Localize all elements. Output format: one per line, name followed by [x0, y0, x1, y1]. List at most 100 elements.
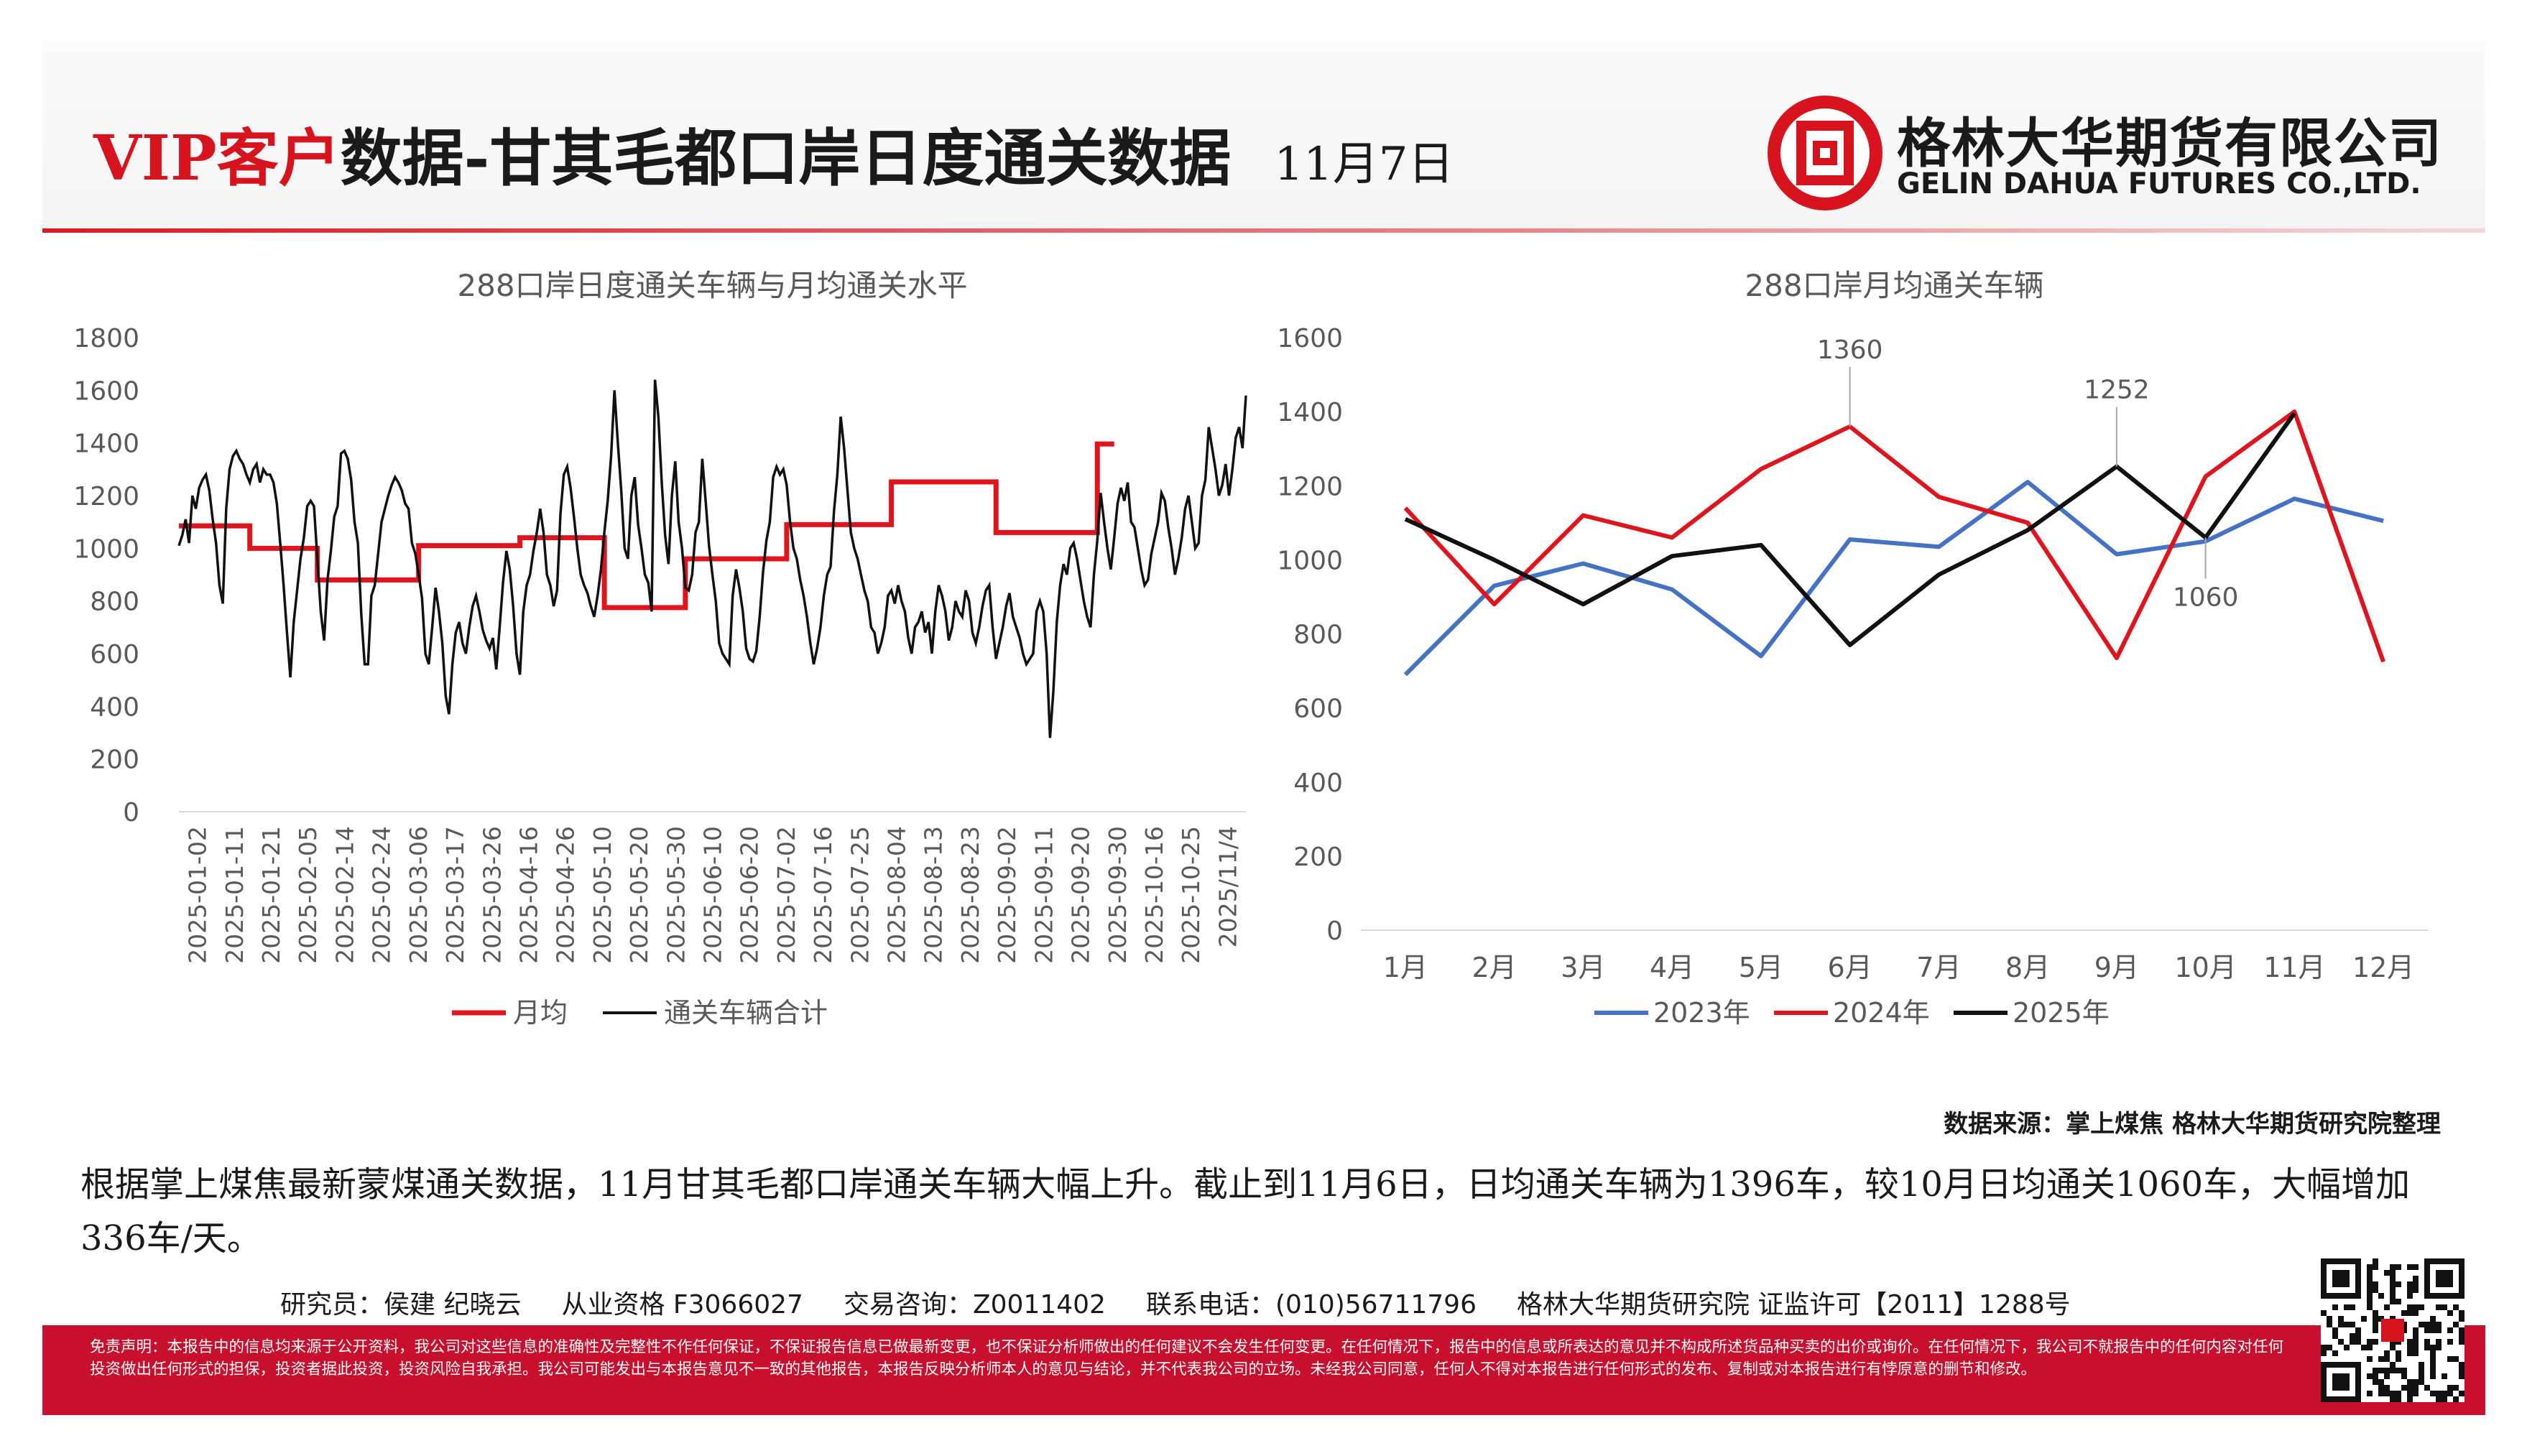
qr-module — [2447, 1310, 2453, 1316]
series-line-2023年 — [1403, 480, 2384, 677]
x-tick-label: 3月 — [1561, 952, 1605, 983]
y-tick-label: 0 — [1326, 917, 1343, 946]
qr-module — [2384, 1368, 2390, 1373]
x-tick-label: 2025-09-11 — [1030, 826, 1058, 964]
qr-module — [2332, 1333, 2338, 1339]
x-tick-label: 2025-03-26 — [478, 826, 506, 964]
consult-number: 交易咨询：Z0011402 — [843, 1290, 1106, 1320]
x-tick-label: 2025-05-20 — [625, 826, 653, 964]
qr-module — [2441, 1373, 2447, 1379]
x-tick-label: 2025-08-13 — [920, 826, 948, 964]
legend-label: 2023年 — [1653, 997, 1750, 1029]
qr-module — [2407, 1391, 2413, 1396]
qr-module — [2384, 1270, 2390, 1276]
qr-module — [2355, 1333, 2361, 1339]
x-tick-label: 2月 — [1472, 952, 1517, 983]
qr-module — [2390, 1368, 2396, 1373]
qr-module — [2441, 1396, 2447, 1402]
qr-module — [2378, 1385, 2384, 1391]
qr-module — [2419, 1362, 2424, 1368]
x-tick-label: 2025-01-11 — [221, 826, 249, 964]
qr-module — [2384, 1385, 2390, 1391]
source-note: 数据来源：掌上煤焦 格林大华期货研究院整理 — [1944, 1110, 2441, 1139]
y-tick-label: 1400 — [1277, 398, 1343, 427]
qr-module — [2436, 1391, 2441, 1396]
qr-module — [2453, 1322, 2459, 1327]
qr-module — [2401, 1310, 2407, 1316]
qr-module — [2430, 1350, 2436, 1356]
qr-module — [2350, 1339, 2355, 1345]
x-tick-label: 2025-07-25 — [846, 826, 874, 964]
qr-module — [2396, 1368, 2401, 1373]
qr-module — [2424, 1339, 2430, 1345]
x-tick-label: 1月 — [1383, 952, 1428, 983]
qr-module — [2367, 1345, 2373, 1350]
x-tick-label: 2025-06-20 — [736, 826, 764, 964]
x-tick-label: 11月 — [2263, 952, 2325, 983]
y-tick-label: 400 — [90, 692, 139, 722]
x-tick-label: 2025-02-24 — [368, 826, 396, 964]
qr-module — [2436, 1327, 2441, 1333]
qr-module — [2407, 1385, 2413, 1391]
x-tick-label: 2025-08-04 — [883, 826, 911, 964]
qr-module — [2373, 1373, 2378, 1379]
qr-module — [2378, 1293, 2384, 1299]
qr-module — [2441, 1391, 2447, 1396]
qr-module — [2332, 1350, 2338, 1356]
qr-module — [2436, 1339, 2441, 1345]
qr-module — [2367, 1281, 2373, 1287]
qr-module — [2396, 1299, 2401, 1304]
qr-module — [2459, 1362, 2464, 1368]
qr-module — [2441, 1304, 2447, 1310]
x-tick-label: 2025-10-16 — [1140, 826, 1168, 964]
qr-module — [2396, 1356, 2401, 1362]
x-tick-label: 2025-06-10 — [699, 826, 727, 964]
qr-module — [2396, 1281, 2401, 1287]
qr-module — [2453, 1396, 2459, 1402]
qr-module — [2367, 1293, 2373, 1299]
footer-bar — [42, 1325, 2485, 1415]
qr-module — [2350, 1333, 2355, 1339]
x-tick-label: 2025-02-14 — [331, 826, 359, 964]
qr-module — [2413, 1327, 2419, 1333]
qr-module — [2401, 1385, 2407, 1391]
qr-module — [2407, 1281, 2413, 1287]
qr-module — [2459, 1310, 2464, 1316]
qr-module — [2350, 1304, 2355, 1310]
qr-module — [2384, 1350, 2390, 1356]
qr-module — [2327, 1322, 2332, 1327]
series-line-2024年 — [1403, 409, 2385, 663]
byline: 研究员：侯建 纪晓云 从业资格 F3066027 交易咨询：Z0011402 联系电话… — [280, 1284, 2111, 1321]
qr-module — [2344, 1345, 2350, 1350]
qr-module — [2355, 1339, 2361, 1345]
qr-module — [2407, 1350, 2413, 1356]
x-tick-label: 2025-09-20 — [1067, 826, 1095, 964]
qr-module — [2447, 1327, 2453, 1333]
qr-module — [2373, 1310, 2378, 1316]
qr-module — [2424, 1327, 2430, 1333]
qr-module — [2447, 1385, 2453, 1391]
qr-module — [2419, 1379, 2424, 1385]
qr-module — [2413, 1281, 2419, 1287]
qr-module — [2447, 1391, 2453, 1396]
qr-module — [2430, 1316, 2436, 1322]
qr-module — [2367, 1356, 2373, 1362]
qr-center-logo — [2381, 1319, 2404, 1342]
qr-module — [2373, 1379, 2378, 1385]
qr-module — [2430, 1362, 2436, 1368]
researcher: 研究员：侯建 纪晓云 — [280, 1290, 522, 1320]
x-tick-label: 9月 — [2094, 952, 2139, 983]
qr-module — [2390, 1391, 2396, 1396]
qr-module — [2350, 1322, 2355, 1327]
qr-module — [2378, 1368, 2384, 1373]
qr-module — [2396, 1264, 2401, 1270]
x-tick-label: 8月 — [2005, 952, 2050, 983]
x-tick-label: 2025-01-02 — [184, 826, 212, 964]
qr-module — [2367, 1276, 2373, 1281]
x-tick-label: 7月 — [1916, 952, 1961, 983]
qr-module — [2459, 1368, 2464, 1373]
qr-module — [2413, 1345, 2419, 1350]
x-tick-label: 2025-09-02 — [993, 826, 1021, 964]
qr-module — [2424, 1322, 2430, 1327]
qr-module — [2459, 1333, 2464, 1339]
